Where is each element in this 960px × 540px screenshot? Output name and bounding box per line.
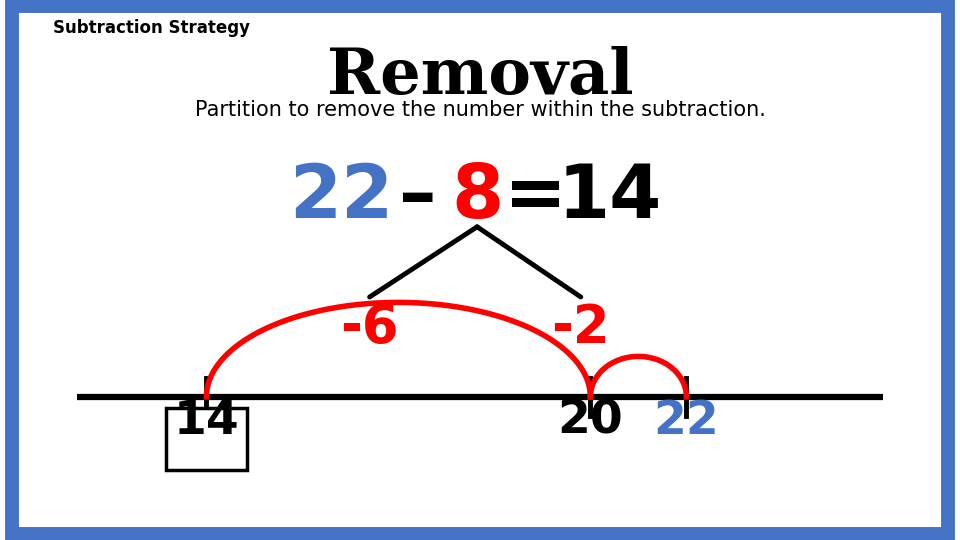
Text: =: = [504,160,567,234]
Text: 22: 22 [289,160,393,234]
Text: 14: 14 [174,399,239,444]
Text: –: – [398,160,437,234]
Text: 14: 14 [558,160,661,234]
Text: 8: 8 [451,160,503,234]
Text: Partition to remove the number within the subtraction.: Partition to remove the number within th… [195,100,765,120]
Text: -2: -2 [551,302,611,354]
Text: -6: -6 [340,302,399,354]
Text: 20: 20 [558,399,623,444]
Text: 22: 22 [654,399,719,444]
Text: Removal: Removal [326,46,634,107]
Text: Subtraction Strategy: Subtraction Strategy [53,19,250,37]
FancyBboxPatch shape [165,408,248,470]
